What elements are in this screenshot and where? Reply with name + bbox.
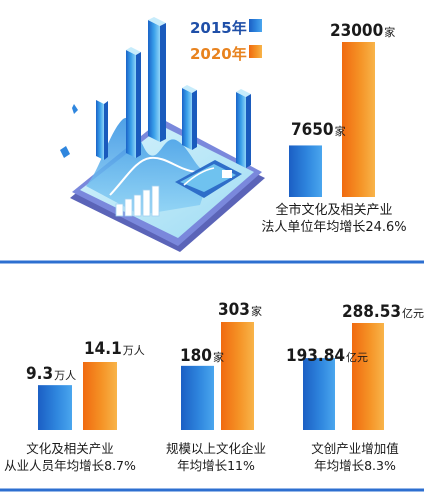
legend-swatch-2015	[249, 19, 262, 32]
chart3-value-2015: 180家	[180, 348, 224, 365]
chart1-bar-2020	[342, 42, 375, 197]
chart4-value-2015-number: 193.84	[286, 346, 346, 366]
chart4-value-2015: 193.84亿元	[286, 348, 368, 365]
chart1-value-2015-unit: 家	[334, 125, 346, 138]
chart3-value-2020-number: 303	[218, 300, 250, 320]
legend-2015-label: 2015年	[190, 19, 247, 37]
chart1-bar-2015	[289, 145, 322, 197]
chart2-bar-2015	[38, 385, 72, 430]
chart3-value-2015-unit: 家	[212, 351, 224, 364]
chart4-value-2015-unit: 亿元	[346, 351, 369, 364]
chart2-value-2015: 9.3万人	[26, 366, 76, 383]
chart4-value-2020-unit: 亿元	[402, 307, 424, 320]
chart2-caption-line1: 文化及相关产业	[26, 441, 114, 456]
chart2-value-2015-number: 9.3	[26, 364, 54, 384]
chart4-caption: 文创产业增加值 年均增长8.3%	[286, 440, 424, 474]
chart3-value-2020-unit: 家	[250, 305, 262, 318]
chart1-value-2020-unit: 家	[384, 26, 396, 39]
chart2-bar-2020	[83, 362, 117, 430]
legend-swatch-2020	[249, 45, 262, 58]
chart2-value-2015-unit: 万人	[54, 369, 77, 382]
chart1-value-2015: 7650家	[291, 122, 346, 139]
chart1-value-2020-number: 23000	[330, 21, 384, 41]
chart1-caption-line2: 法人单位年均增长24.6%	[261, 220, 407, 235]
chart3-value-2015-number: 180	[180, 346, 212, 366]
chart4-caption-line1: 文创产业增加值	[311, 441, 399, 456]
tablet-illustration	[60, 17, 265, 252]
chart3-caption-line2: 年均增长11%	[177, 458, 255, 473]
chart1-value-2020: 23000家	[330, 23, 395, 40]
legend-2020-label: 2020年	[190, 45, 247, 63]
chart2-value-2020: 14.1万人	[84, 341, 145, 358]
chart2-caption-line2: 从业人员年均增长8.7%	[4, 458, 136, 473]
chart4-bar-2020	[352, 323, 384, 430]
chart4-value-2020: 288.53亿元	[342, 304, 424, 321]
chart3-bar-2020	[221, 322, 254, 430]
chart3-caption: 规模以上文化企业 年均增长11%	[146, 440, 286, 474]
chart1-caption-line1: 全市文化及相关产业	[275, 203, 393, 218]
chart2-caption: 文化及相关产业 从业人员年均增长8.7%	[0, 440, 140, 474]
chart3-bar-2015	[181, 365, 214, 430]
chart4-value-2020-number: 288.53	[342, 302, 402, 322]
chart4-bar-2015	[303, 358, 335, 430]
chart1-caption: 全市文化及相关产业 法人单位年均增长24.6%	[244, 202, 424, 236]
chart2-value-2020-unit: 万人	[122, 344, 145, 357]
chart3-caption-line1: 规模以上文化企业	[165, 441, 266, 456]
chart4-caption-line2: 年均增长8.3%	[314, 458, 396, 473]
chart1-value-2015-number: 7650	[291, 120, 334, 140]
chart2-value-2020-number: 14.1	[84, 339, 122, 359]
chart3-value-2020: 303家	[218, 302, 262, 319]
